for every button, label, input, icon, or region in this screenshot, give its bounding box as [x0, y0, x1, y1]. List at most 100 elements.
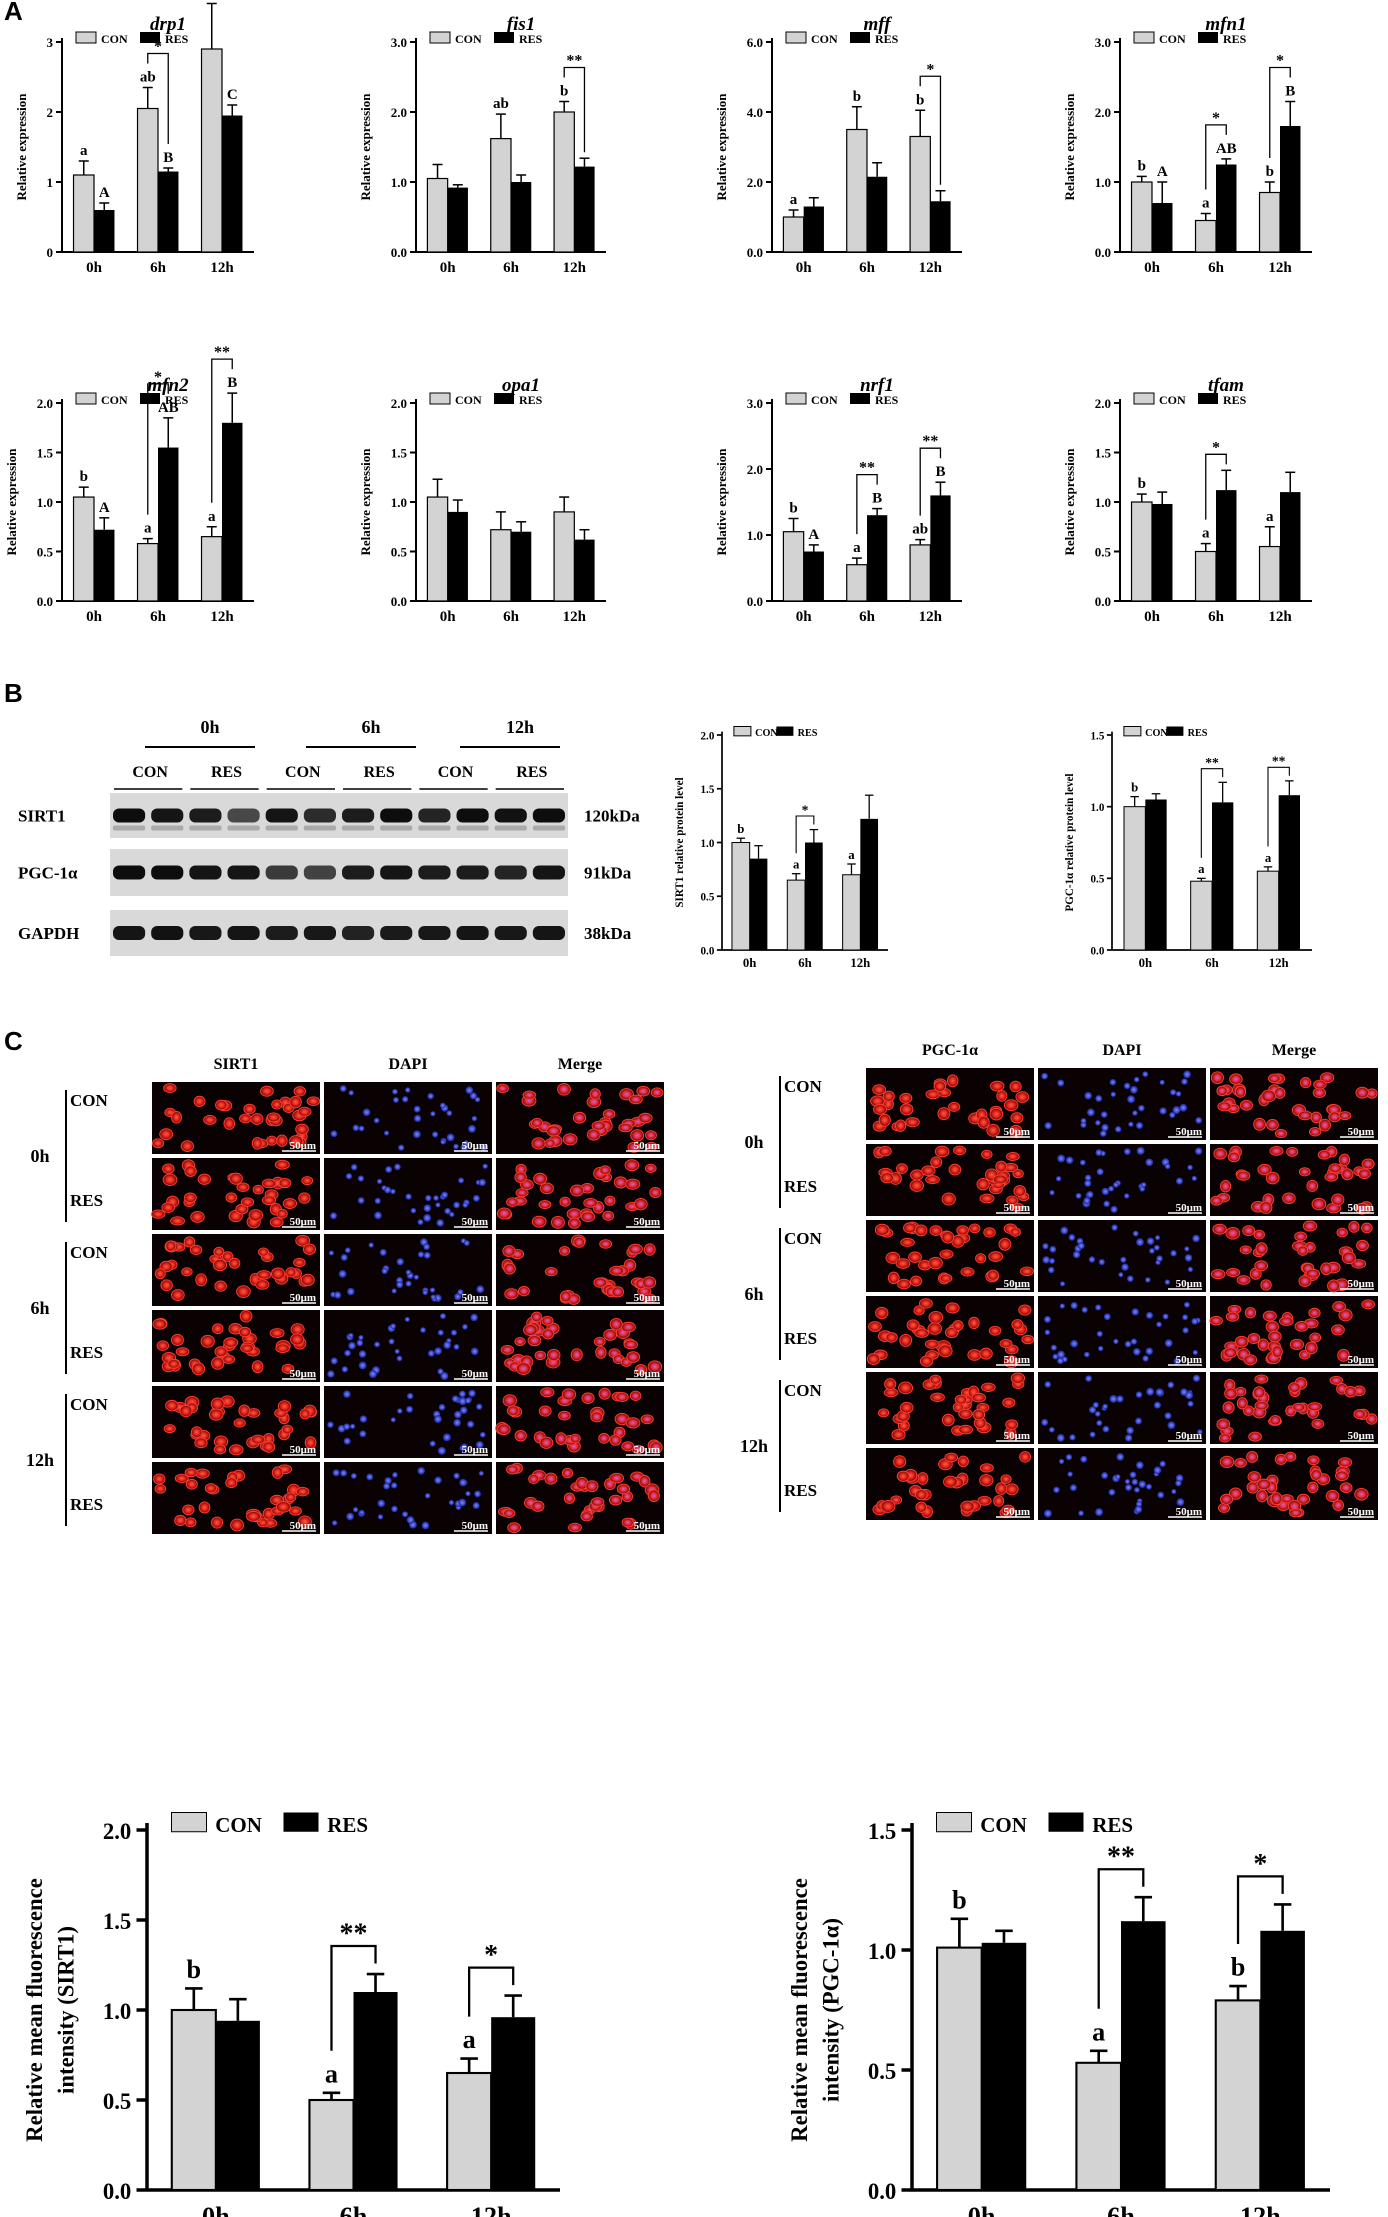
blot-band: [380, 865, 413, 880]
nucleus: [427, 1349, 435, 1357]
cell: [1261, 1089, 1277, 1103]
nucleus: [1191, 1175, 1197, 1182]
cell: [1274, 1086, 1286, 1099]
nucleus: [1170, 1250, 1177, 1257]
cell: [616, 1483, 631, 1495]
bar-res: [1278, 795, 1300, 950]
cell: [184, 1467, 198, 1478]
y-tick-label: 2.0: [391, 105, 407, 120]
legend-swatch-con: [1133, 392, 1155, 405]
cell: [221, 1251, 234, 1262]
scale-bar-label: 50μm: [290, 1368, 316, 1380]
nucleus: [1044, 1381, 1052, 1388]
bar-con: [1214, 1999, 1262, 2192]
y-tick-label: 3.0: [747, 396, 763, 411]
cell: [496, 1207, 512, 1220]
nucleus: [1182, 1327, 1189, 1334]
bar-con: [72, 174, 95, 253]
bar-res: [1280, 126, 1301, 252]
nucleus: [423, 1213, 432, 1222]
bar-res: [1216, 490, 1237, 601]
cell: [544, 1472, 558, 1485]
cell: [555, 1432, 567, 1445]
cell: [262, 1441, 276, 1453]
cell: [1227, 1151, 1241, 1163]
cell: [1259, 1201, 1273, 1214]
bar-con: [426, 496, 449, 602]
legend-swatch-con: [429, 392, 451, 405]
cell: [590, 1411, 604, 1423]
x-tick-label: 6h: [150, 609, 167, 625]
legend-label-con: CON: [101, 393, 128, 407]
blot-time-label: 6h: [361, 717, 380, 737]
nucleus: [430, 1111, 436, 1117]
x-tick-label: 12h: [210, 260, 234, 276]
nucleus: [1110, 1091, 1116, 1097]
cell: [212, 1258, 228, 1272]
cell: [1304, 1341, 1318, 1355]
nucleus: [1191, 1317, 1199, 1325]
cell: [195, 1273, 208, 1287]
cell: [1234, 1085, 1247, 1098]
cell: [170, 1289, 185, 1302]
cell: [250, 1113, 264, 1125]
red-image: 50μm: [866, 1068, 1034, 1140]
y-tick-label: 1.5: [1091, 730, 1105, 742]
y-tick-label: 0.0: [37, 594, 53, 609]
nucleus: [1136, 1146, 1145, 1155]
y-tick-label: 1.5: [37, 446, 54, 461]
nucleus: [359, 1509, 365, 1515]
blot-band-secondary: [227, 825, 260, 831]
red-image: 50μm: [151, 1082, 321, 1154]
cell: [640, 1414, 654, 1425]
blot-band: [532, 865, 565, 880]
cell: [160, 1279, 173, 1292]
nucleus: [1138, 1480, 1147, 1488]
nucleus: [1059, 1281, 1066, 1287]
chart-pgc1a_fluor: 0.0 0.5 1.0 1.5 Relative mean fluorescence in…: [787, 1812, 1330, 2217]
nucleus: [391, 1288, 397, 1294]
bar-res: [803, 206, 824, 252]
nucleus: [330, 1212, 338, 1220]
nucleus: [450, 1329, 457, 1336]
nucleus: [1049, 1190, 1055, 1196]
cell: [1253, 1117, 1266, 1131]
cell: [1015, 1091, 1030, 1103]
scale-bar-label: 50μm: [634, 1520, 660, 1532]
cell: [1288, 1508, 1303, 1518]
nucleus: [344, 1247, 351, 1254]
cell: [1005, 1151, 1020, 1161]
cell: [1213, 1147, 1228, 1160]
nucleus: [442, 1433, 451, 1442]
cell: [986, 1269, 999, 1281]
blot-kda-label: 120kDa: [584, 807, 640, 826]
legend-label-con: CON: [755, 728, 778, 739]
nucleus: [406, 1516, 415, 1524]
nucleus: [394, 1348, 400, 1354]
y-axis-label: Relative expression: [358, 93, 373, 201]
cell: [225, 1192, 238, 1203]
nucleus: [1100, 1111, 1108, 1118]
nucleus: [374, 1211, 382, 1220]
legend-label-res: RES: [1223, 32, 1247, 46]
cell: [880, 1172, 895, 1184]
cell: [573, 1236, 586, 1248]
x-tick-label: 0h: [1144, 609, 1161, 625]
cell: [921, 1165, 936, 1176]
significance-letter: AB: [158, 400, 179, 416]
nucleus: [446, 1133, 455, 1142]
bar-con: [1130, 501, 1153, 602]
x-tick-label: 6h: [1107, 2202, 1135, 2217]
nucleus: [459, 1478, 467, 1487]
cell: [255, 1279, 270, 1290]
cell: [1356, 1239, 1369, 1252]
nucleus: [1153, 1401, 1161, 1409]
cell: [266, 1112, 281, 1123]
x-tick-label: 6h: [503, 609, 520, 625]
cell: [957, 1455, 969, 1468]
scale-bar-label: 50μm: [290, 1520, 316, 1532]
nucleus: [1175, 1474, 1184, 1482]
nucleus: [453, 1201, 461, 1209]
nucleus: [398, 1144, 405, 1151]
